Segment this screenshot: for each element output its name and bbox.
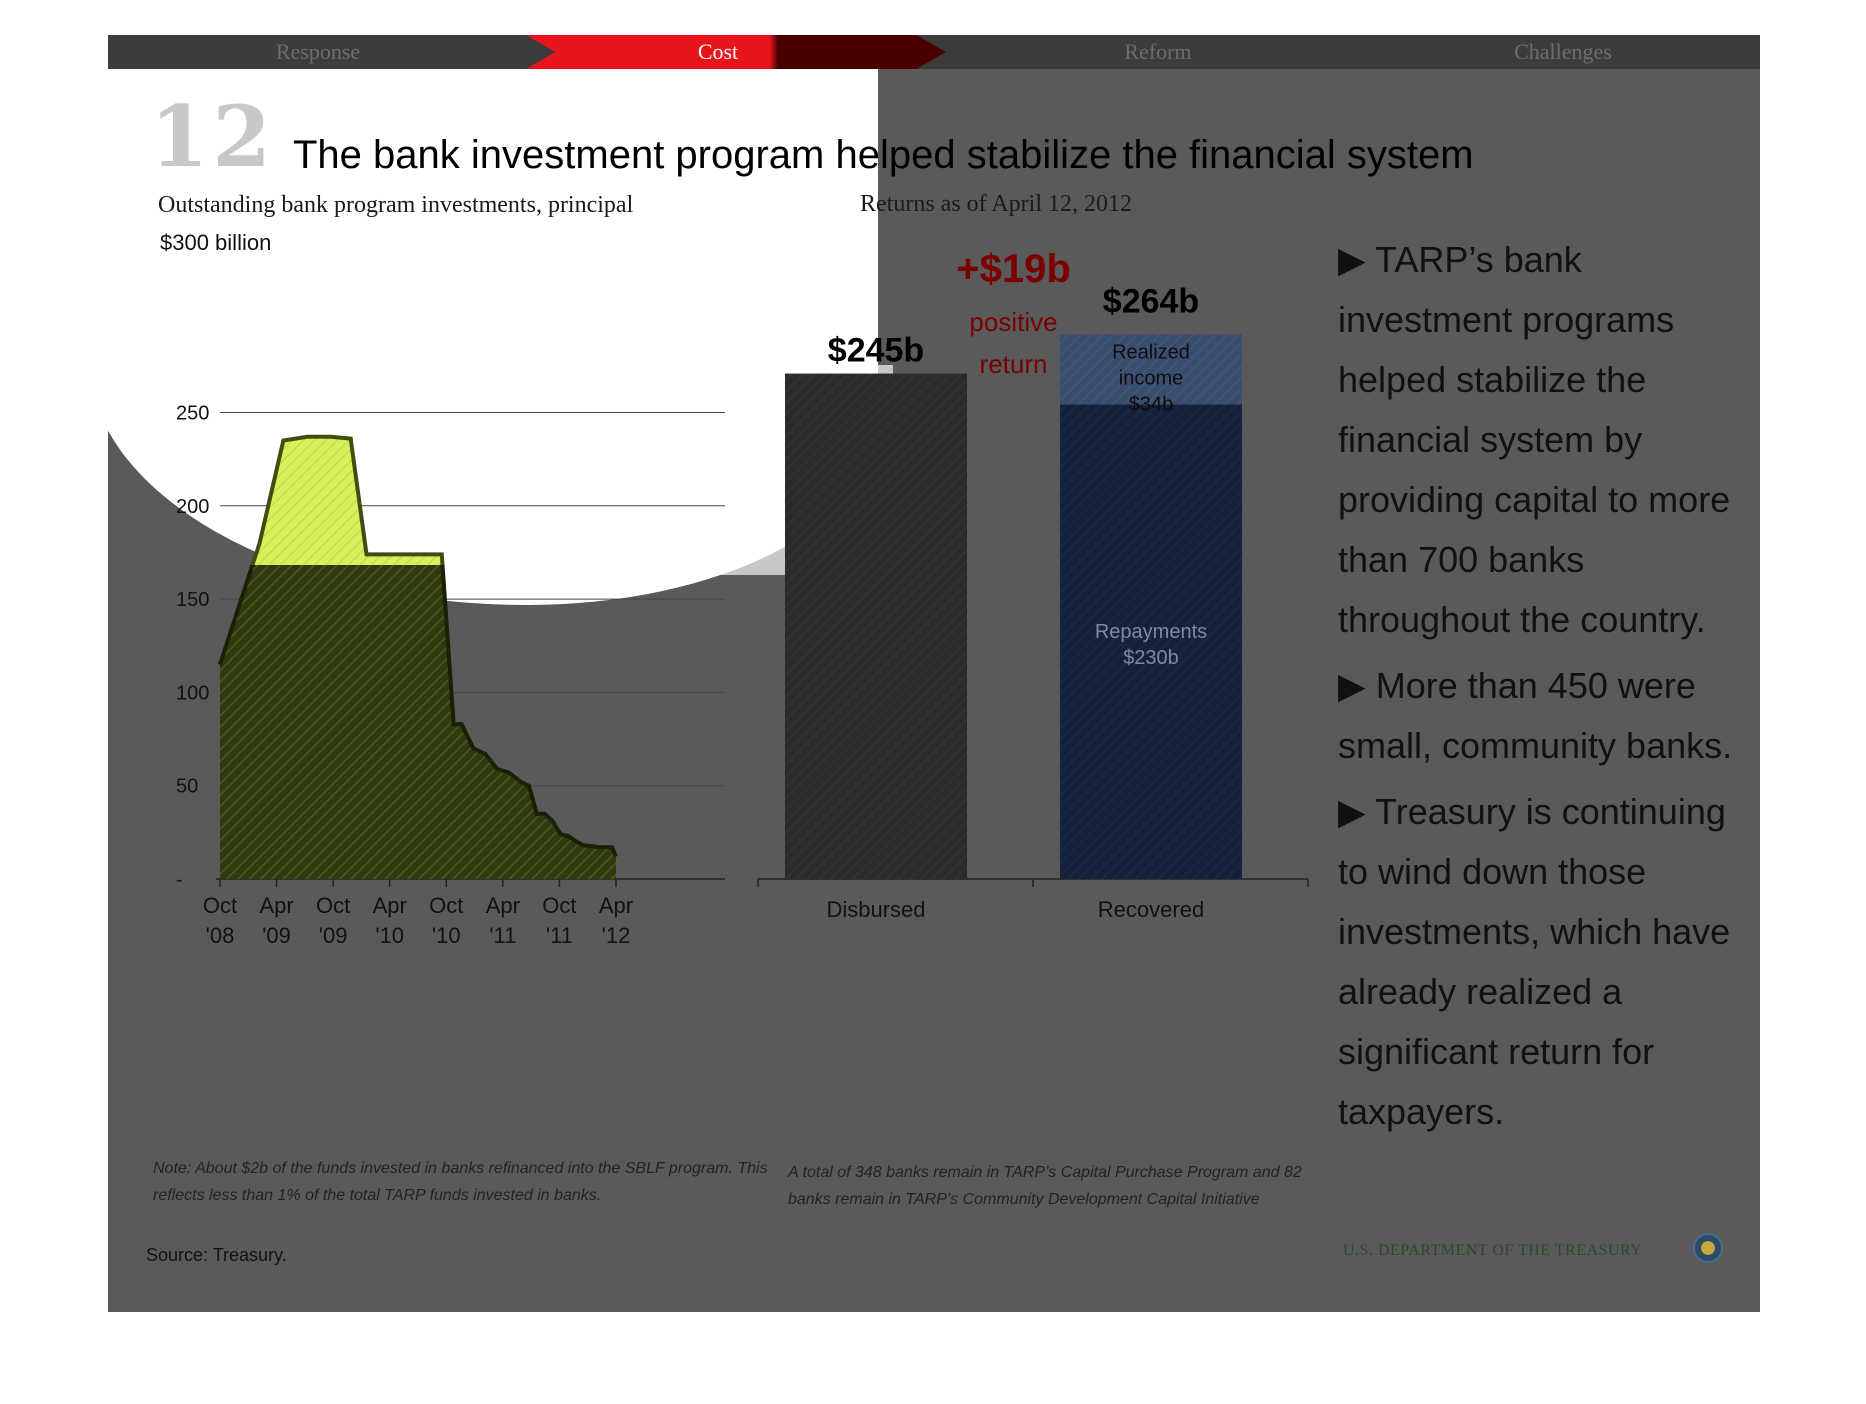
segment-label-income: Realized — [1112, 341, 1190, 363]
return-caption: positive — [969, 307, 1057, 337]
category-label: Disbursed — [826, 897, 925, 922]
note-left: Note: About $2b of the funds invested in… — [153, 1160, 768, 1204]
x-tick-label-month: Oct — [429, 893, 463, 918]
y-tick-label: - — [176, 869, 183, 891]
bullet-item: ▶ Treasury is continuing to wind down th… — [1338, 791, 1731, 1132]
area-line — [218, 565, 618, 858]
triangle-right-icon: ▶ — [1338, 239, 1366, 280]
bullet-list: ▶ TARP’s bank investment programs helped… — [1338, 230, 1748, 1148]
x-tick-label-year: '10 — [375, 923, 404, 948]
triangle-right-icon: ▶ — [1338, 665, 1366, 706]
department-name: U.S. DEPARTMENT OF THE TREASURY — [1343, 1242, 1643, 1259]
left-chart-unit: $300 billion — [160, 230, 272, 255]
slide-number: 12 — [150, 87, 275, 186]
x-tick-label-month: Apr — [486, 893, 520, 918]
right-chart-subtitle: Returns as of April 12, 2012 — [860, 191, 1132, 217]
treasury-seal-icon — [1693, 1233, 1723, 1263]
source-note: Source: Treasury. — [146, 1245, 287, 1265]
bullet-item: ▶ More than 450 were small, community ba… — [1338, 665, 1733, 766]
x-tick-label-year: '12 — [602, 923, 631, 948]
nav-item-reform[interactable]: Reform — [1124, 39, 1192, 64]
bar-chart: Disbursed Recovered $245b $264b Repayments $2… — [757, 247, 1309, 922]
slide: Response Cost Reform Challenges 12 The b… — [108, 35, 1760, 1312]
y-tick-label: 200 — [176, 496, 209, 518]
x-tick-label-month: Apr — [259, 893, 293, 918]
area-fill-shaded — [220, 565, 616, 879]
x-tick-label-month: Oct — [542, 893, 576, 918]
x-tick-label-year: '09 — [319, 923, 348, 948]
bar-disbursed — [785, 373, 967, 879]
y-tick-label: 100 — [176, 682, 209, 704]
bar-segment-income — [1060, 334, 1242, 405]
nav-active-indicator — [526, 35, 946, 69]
x-tick-label-year: '09 — [262, 923, 291, 948]
area-fill-highlight — [252, 436, 443, 565]
left-chart-subtitle: Outstanding bank program investments, pr… — [158, 192, 634, 218]
slide-title: The bank investment program helped stabi… — [293, 133, 1474, 177]
triangle-right-icon: ▶ — [1338, 791, 1366, 832]
nav-item-cost[interactable]: Cost — [697, 39, 739, 64]
area-chart: - 50 100 150 200 250 Oct '08 Apr '09 Oct '09 Apr '10 O… — [176, 403, 725, 948]
nav-bar: Response Cost Reform Challenges — [108, 35, 1760, 69]
total-label-disbursed: $245b — [828, 332, 924, 370]
category-label: Recovered — [1098, 897, 1204, 922]
x-tick-label-month: Apr — [599, 893, 633, 918]
bullet-item: ▶ TARP’s bank investment programs helped… — [1338, 239, 1731, 640]
x-tick-label-month: Apr — [373, 893, 407, 918]
x-tick-label-month: Oct — [203, 893, 237, 918]
segment-label-repayments: $230b — [1123, 647, 1179, 669]
x-tick-label-year: '11 — [546, 923, 573, 948]
x-tick-label-year: '10 — [432, 923, 461, 948]
highlight-spot — [108, 35, 878, 605]
y-tick-label: 250 — [176, 403, 209, 425]
segment-label-income: $34b — [1129, 393, 1174, 415]
area-line-highlight — [250, 434, 445, 565]
x-tick-label-year: '11 — [489, 923, 516, 948]
nav-item-response[interactable]: Response — [275, 39, 361, 64]
bar-segment-repayments — [1060, 404, 1242, 879]
note-right: A total of 348 banks remain in TARP’s Ca… — [788, 1164, 1302, 1208]
segment-label-income: income — [1119, 367, 1183, 389]
segment-label-repayments: Repayments — [1095, 621, 1207, 643]
total-label-recovered: $264b — [1103, 282, 1199, 320]
nav-item-challenges[interactable]: Challenges — [1514, 39, 1612, 64]
x-tick-label-month: Oct — [316, 893, 350, 918]
y-tick-label: 150 — [176, 589, 209, 611]
return-caption: return — [980, 349, 1048, 379]
x-tick-label-year: '08 — [206, 923, 235, 948]
y-tick-label: 50 — [176, 776, 198, 798]
return-value-label: +$19b — [956, 247, 1071, 291]
